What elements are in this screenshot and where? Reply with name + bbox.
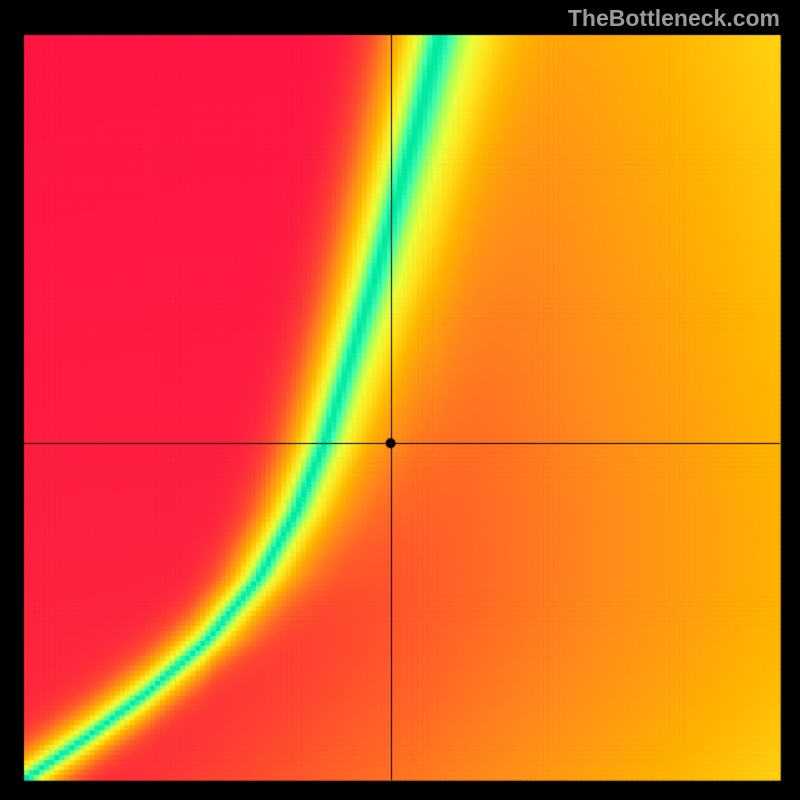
heatmap-canvas (0, 0, 800, 800)
watermark-text: TheBottleneck.com (568, 5, 780, 32)
chart-container: TheBottleneck.com (0, 0, 800, 800)
